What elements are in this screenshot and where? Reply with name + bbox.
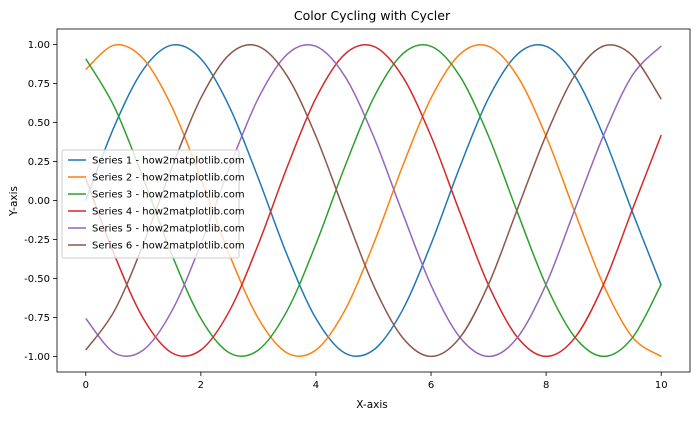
legend: Series 1 - how2matplotlib.com Series 2 - …: [61, 149, 245, 259]
x-axis-label: X-axis: [356, 399, 388, 411]
y-tick-label: 0.00: [28, 196, 50, 207]
y-tick-label: 0.75: [28, 79, 50, 90]
x-tick-label: 8: [543, 380, 549, 391]
legend-label: Series 2 - how2matplotlib.com: [92, 173, 245, 184]
y-tick-label: -0.50: [24, 274, 50, 285]
y-tick-label: -1.00: [24, 352, 50, 363]
x-tick-label: 10: [655, 380, 668, 391]
legend-box: [61, 149, 240, 259]
legend-label: Series 5 - how2matplotlib.com: [92, 224, 245, 235]
series-line-1: [85, 43, 662, 357]
y-axis: -1.00 -0.75 -0.50 -0.25 0.00 0.25 0.50 0.75 1.00: [24, 40, 57, 363]
y-tick-label: -0.75: [24, 313, 50, 324]
series-line-3: [85, 44, 662, 358]
x-tick-label: 6: [428, 380, 434, 391]
y-tick-label: 1.00: [28, 40, 50, 51]
series-line-2: [85, 43, 662, 358]
x-tick-label: 0: [83, 380, 89, 391]
series-line-5: [85, 44, 662, 358]
y-tick-label: 0.25: [28, 157, 50, 168]
chart-title: Color Cycling with Cycler: [294, 8, 451, 23]
legend-label: Series 1 - how2matplotlib.com: [92, 156, 245, 167]
legend-label: Series 4 - how2matplotlib.com: [92, 207, 245, 218]
x-tick-label: 4: [313, 380, 319, 391]
series-line-4: [85, 44, 662, 358]
x-tick-label: 2: [198, 380, 204, 391]
y-tick-label: 0.50: [28, 118, 50, 129]
y-tick-label: -0.25: [24, 235, 50, 246]
x-axis: 0 2 4 6 8 10: [83, 372, 668, 391]
y-axis-label: Y-axis: [8, 186, 20, 217]
legend-label: Series 3 - how2matplotlib.com: [92, 190, 245, 201]
legend-label: Series 6 - how2matplotlib.com: [92, 241, 245, 252]
